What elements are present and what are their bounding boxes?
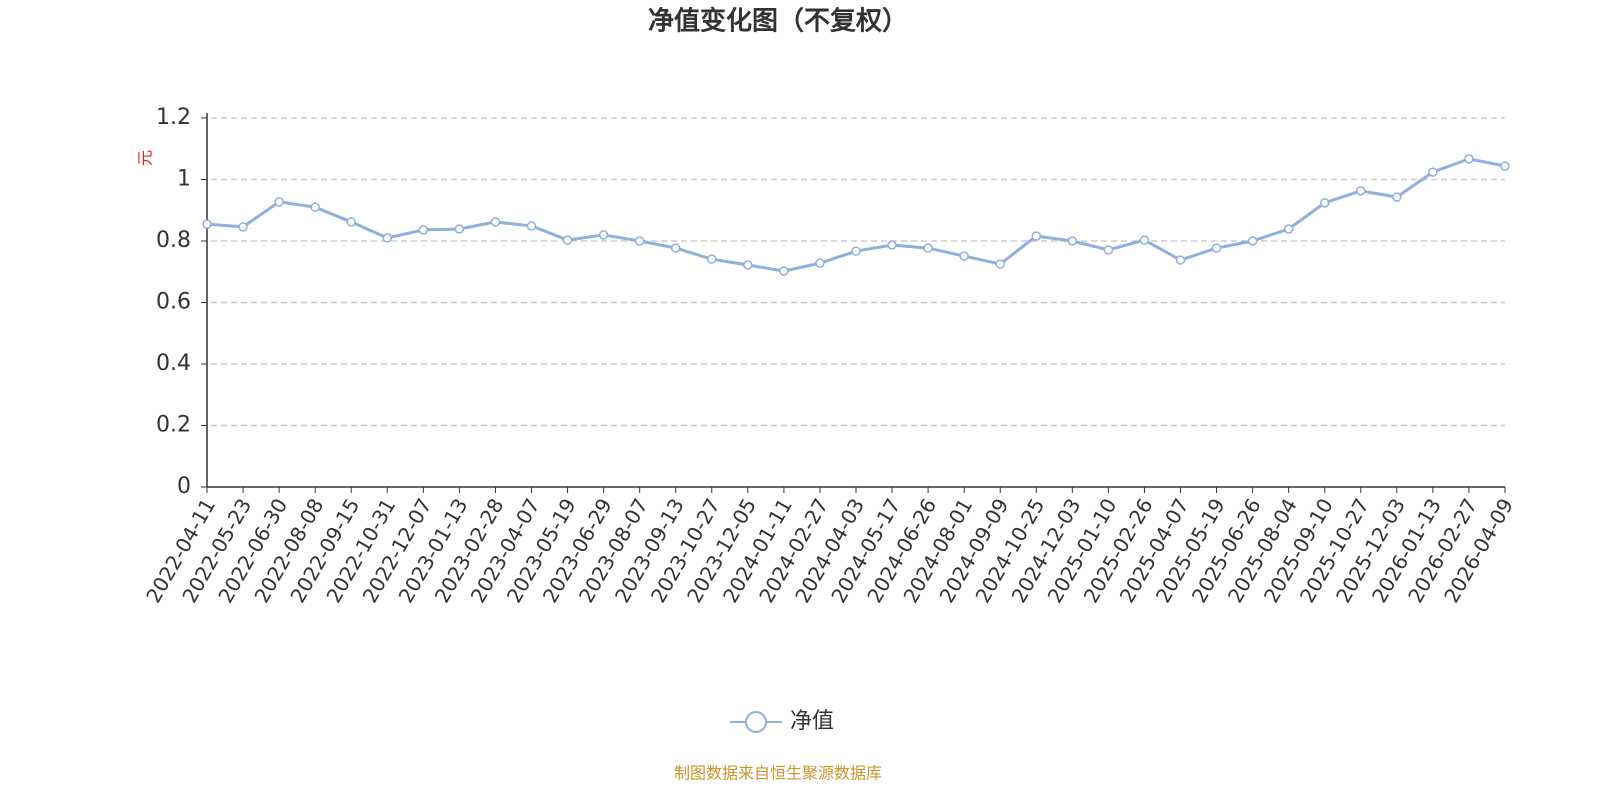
data-point <box>310 202 320 212</box>
data-point <box>382 233 393 243</box>
data-point <box>670 243 681 253</box>
data-point <box>454 224 465 234</box>
data-point <box>562 235 573 245</box>
data-point <box>346 217 356 227</box>
data-point <box>887 240 897 250</box>
y-tick-label: 0.2 <box>156 413 191 438</box>
data-point <box>743 260 753 270</box>
data-point <box>274 197 284 207</box>
data-point <box>1428 167 1438 177</box>
data-point <box>707 254 717 264</box>
data-point <box>490 217 501 227</box>
data-point <box>1103 245 1114 255</box>
data-point <box>1247 236 1258 246</box>
data-point <box>526 221 537 231</box>
source-note: 制图数据来自恒生聚源数据库 <box>674 764 882 783</box>
data-point <box>1031 231 1042 241</box>
y-tick-label: 0.4 <box>156 351 191 376</box>
y-tick-label: 0 <box>177 474 191 499</box>
data-point <box>1067 236 1078 246</box>
y-tick-label: 0.6 <box>156 290 191 315</box>
data-point <box>1139 235 1150 245</box>
data-point <box>1283 224 1294 234</box>
data-point <box>779 266 789 276</box>
data-point <box>995 259 1005 269</box>
data-point <box>1356 186 1366 196</box>
data-point <box>959 251 969 261</box>
data-point <box>1392 192 1402 202</box>
data-point <box>923 243 933 253</box>
y-tick-label: 0.8 <box>156 228 191 253</box>
y-axis-label: 元 <box>136 150 155 166</box>
y-tick-label: 1 <box>177 167 191 192</box>
data-point <box>1319 198 1330 208</box>
data-point <box>238 222 248 232</box>
data-point <box>1500 161 1510 171</box>
data-point <box>202 219 212 229</box>
legend-label: 净值 <box>790 709 834 734</box>
data-point <box>634 236 645 246</box>
data-point <box>1175 255 1186 265</box>
data-point <box>1464 154 1474 164</box>
data-point <box>418 225 429 235</box>
data-point <box>1211 243 1222 253</box>
data-point <box>815 258 825 268</box>
y-tick-label: 1.2 <box>156 105 191 130</box>
legend-symbol <box>745 711 767 733</box>
data-point <box>851 246 861 256</box>
chart-title: 净值变化图（不复权） <box>648 6 908 37</box>
data-point <box>598 230 609 240</box>
